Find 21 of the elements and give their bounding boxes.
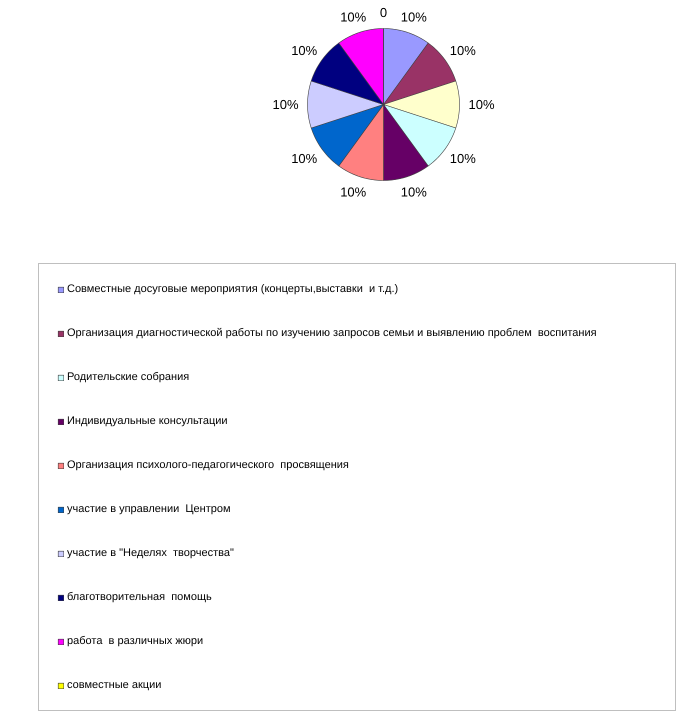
- data-label: 10%: [450, 151, 476, 166]
- legend-label: благотворительная помощь: [67, 590, 213, 604]
- legend-label: участие в управлении Центром: [67, 502, 232, 516]
- data-label: 10%: [450, 42, 476, 58]
- legend-label: совместные акции: [67, 678, 162, 692]
- legend-label: работа в различных жюри: [67, 634, 204, 648]
- data-label: 10%: [291, 151, 318, 166]
- data-label: 10%: [291, 42, 318, 58]
- legend-label: Совместные досуговые мероприятия (концерты,выставки и т.д.): [67, 282, 400, 296]
- text: 0: [380, 5, 388, 20]
- legend-label: Родительские собрания: [67, 370, 190, 384]
- legend-label: Организация психолого-педагогического просвящения: [67, 458, 350, 472]
- data-label: 10%: [400, 184, 428, 200]
- data-label: 10%: [468, 97, 495, 112]
- data-label: 10%: [340, 10, 367, 25]
- data-label: 10%: [400, 10, 428, 25]
- legend-label: Индивидуальные консультации: [67, 414, 229, 428]
- legend-label: Организация диагностической работы по изучению запросов семьи и выявлению проблем воспитания: [67, 326, 598, 340]
- data-label: 10%: [272, 97, 299, 112]
- data-label: 10%: [340, 184, 367, 200]
- legend-label: участие в "Неделях творчества": [67, 546, 235, 560]
